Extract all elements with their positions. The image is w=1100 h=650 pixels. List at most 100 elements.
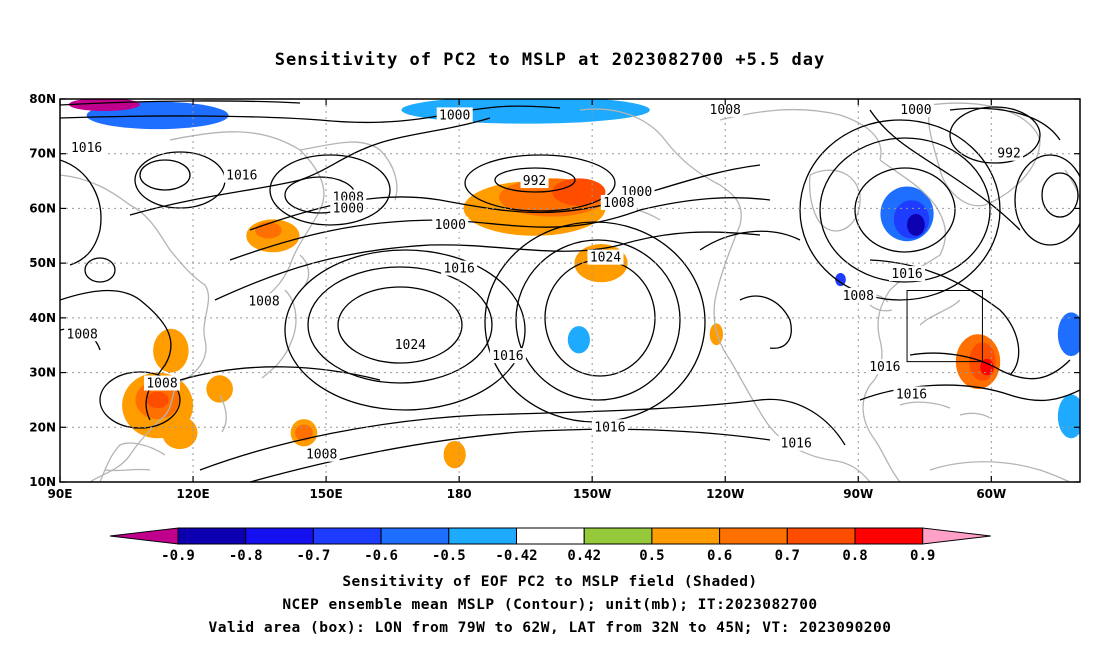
lon-tick-label: 90W	[843, 487, 873, 501]
sensitivity-blob	[552, 178, 606, 206]
contour-label-bg	[778, 435, 815, 451]
colorbar-label: -0.42	[495, 548, 537, 564]
lat-tick-label: 10N	[29, 475, 56, 489]
contour-label-bg	[223, 167, 260, 183]
colorbar-label: -0.5	[432, 548, 466, 564]
colorbar-label: 0.7	[775, 548, 800, 564]
lat-tick-label: 20N	[29, 420, 56, 434]
contour-label-bg	[889, 266, 926, 282]
contour-label: 1016	[226, 169, 257, 184]
contour-label-bg	[64, 326, 101, 342]
contour-label: 1016	[896, 387, 927, 402]
contour-label: 1000	[439, 108, 470, 123]
contour-label: 1008	[710, 103, 741, 118]
contour-label-bg	[897, 101, 934, 117]
lon-tick-label: 60W	[976, 487, 1006, 501]
contour-label-bg	[144, 375, 180, 391]
sensitivity-blob	[907, 213, 925, 236]
plot-frame	[59, 98, 1081, 483]
colorbar-swatch	[719, 527, 788, 545]
contour-label: 992	[523, 174, 546, 189]
lon-tick-label: 180	[447, 487, 472, 501]
contour-label-bg	[303, 446, 340, 462]
colorbar-label: -0.9	[161, 548, 195, 564]
colorbar-swatch	[516, 527, 585, 545]
lon-tick-label: 150W	[573, 487, 611, 501]
lat-lon-grid	[60, 99, 1080, 482]
lat-tick-label: 80N	[29, 92, 56, 106]
colorbar-swatch	[651, 527, 721, 545]
contour-label-bg	[866, 359, 903, 375]
colorbar-swatch	[448, 527, 517, 545]
lat-tick-label: 60N	[29, 201, 56, 215]
sensitivity-blob	[567, 326, 590, 354]
contour-label: 1000	[333, 201, 364, 216]
contour-label-bg	[392, 337, 429, 353]
contour-label: 1016	[781, 437, 812, 452]
contour-label: 1008	[146, 377, 177, 392]
sensitivity-blob	[980, 358, 994, 376]
colorbar-label: -0.7	[297, 548, 331, 564]
colorbar-label: 0.9	[910, 548, 935, 564]
contour-label: 1000	[435, 218, 466, 233]
contour-label-bg	[246, 293, 282, 309]
contour-label-bg	[587, 249, 624, 265]
colorbar-end-high	[922, 527, 991, 545]
colorbar-swatch	[786, 527, 856, 545]
contour-label: 1008	[67, 327, 98, 342]
sensitivity-blob	[255, 222, 282, 239]
colorbar: -0.9 -0.8 -0.7 -0.6 -0.5 -0.42 0.42 0.5 0.6 0.7 0.…	[109, 527, 991, 564]
caption-contour: NCEP ensemble mean MSLP (Contour); unit(…	[282, 597, 818, 613]
contour-label-bg	[995, 145, 1024, 161]
contour-label: 1024	[395, 338, 426, 353]
sensitivity-blob	[709, 323, 723, 346]
contour-label: 1016	[443, 262, 474, 277]
contour-label-bg	[600, 194, 637, 210]
caption-shaded: Sensitivity of EOF PC2 to MSLP field (Sh…	[342, 574, 758, 590]
contour-label-bg	[893, 386, 930, 402]
contour-label-bg	[520, 173, 549, 189]
lon-tick-label: 120E	[176, 487, 209, 501]
sensitivity-blob	[146, 391, 169, 409]
lon-tick-label: 90E	[48, 487, 73, 501]
contour-label: 1008	[248, 294, 279, 309]
sensitivity-blob	[835, 272, 846, 287]
colorbar-swatch	[312, 527, 382, 545]
sensitivity-blob	[295, 424, 313, 441]
contour-label-bg	[432, 216, 469, 232]
colorbar-swatch	[245, 527, 314, 545]
contour-labels: 1016 1016 1008 1000 1000 992 1000 1016 1000 1008 1…	[64, 101, 1024, 463]
lon-tick-label: 120W	[706, 487, 744, 501]
colorbar-label: 0.8	[842, 548, 867, 564]
sensitivity-blob	[162, 416, 198, 450]
contour-label-bg	[840, 287, 877, 303]
contour-label: 1000	[900, 103, 931, 118]
colorbar-swatch	[854, 527, 924, 545]
colorbar-label: 0.5	[639, 548, 664, 564]
lat-tick-label: 30N	[29, 366, 56, 380]
contour-label-bg	[441, 260, 478, 276]
contour-label: 1016	[891, 267, 922, 282]
contour-label: 1016	[869, 360, 900, 375]
contour-label: 1008	[306, 448, 337, 463]
colorbar-swatch	[583, 527, 653, 545]
contour-label: 1024	[590, 251, 621, 266]
colorbar-swatch	[380, 527, 450, 545]
colorbar-label: 0.42	[567, 548, 601, 564]
colorbar-swatch	[177, 527, 247, 545]
contour-label: 1016	[71, 141, 102, 156]
sensitivity-blob	[206, 375, 233, 403]
lat-tick-label: 50N	[29, 256, 56, 270]
colorbar-label: 0.6	[707, 548, 732, 564]
contour-label: 992	[997, 147, 1020, 162]
contour-label: 1008	[843, 289, 874, 304]
mslp-contours	[60, 100, 1080, 482]
colorbar-label: -0.8	[229, 548, 263, 564]
sensitivity-blob	[443, 440, 466, 469]
valid-area-box	[906, 290, 983, 363]
sensitivity-blob	[1057, 312, 1080, 357]
colorbar-end-low	[109, 527, 179, 545]
caption-valid-area: Valid area (box): LON from 79W to 62W, L…	[208, 620, 892, 636]
